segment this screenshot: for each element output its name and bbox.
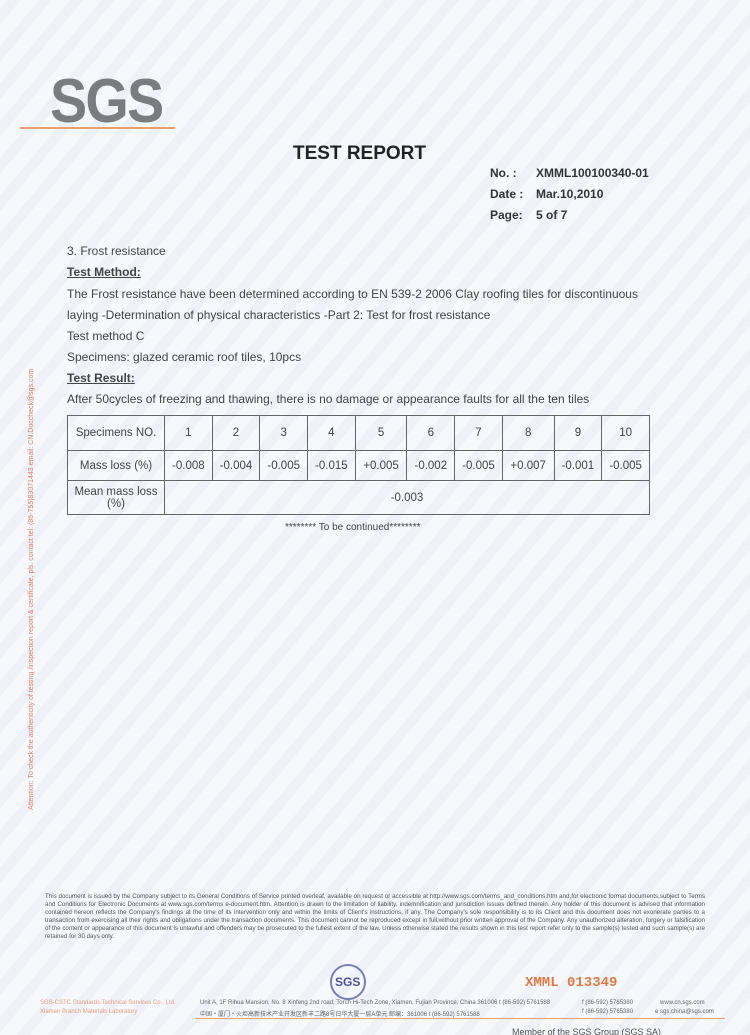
date-value: Mar.10,2010 <box>536 187 604 201</box>
report-title: TEST REPORT <box>293 143 427 164</box>
test-method-label: Test Method: <box>67 265 141 279</box>
cell: -0.008 <box>164 450 213 481</box>
logo-divider <box>20 127 175 129</box>
authenticity-note: Attention: To check the authenticity of … <box>28 368 35 810</box>
report-page: Page: 5 of 7 <box>490 208 567 222</box>
cell: 7 <box>454 415 503 451</box>
method-line-2: laying -Determination of physical charac… <box>67 308 491 322</box>
report-number: No. : XMML100100340-01 <box>490 166 649 180</box>
cell: -0.015 <box>307 450 356 481</box>
cell: -0.002 <box>406 450 456 481</box>
stamp-text: SGS <box>335 975 361 989</box>
cell: +0.005 <box>354 450 408 481</box>
cell: 3 <box>259 415 309 451</box>
company-name-1: SGS-CSTC Standards Technical Services Co… <box>40 1000 176 1006</box>
method-line-1: The Frost resistance have been determine… <box>67 287 638 301</box>
member-note: Member of the SGS Group (SGS SA) <box>512 1027 662 1035</box>
sgs-logo: SGS <box>50 67 164 136</box>
company-name-2: Xiamen Branch Materials Laboratory <box>40 1009 138 1015</box>
website: www.cn.sgs.com <box>660 1000 705 1006</box>
cell: -0.005 <box>454 450 503 481</box>
cell: 2 <box>211 415 261 451</box>
page-value: 5 of 7 <box>536 208 568 222</box>
cell: 4 <box>307 415 356 451</box>
address-en: Unit A, 1F Rihua Mansion, No. 8 Xinfeng … <box>200 1000 551 1006</box>
cell: 10 <box>601 415 650 451</box>
cell: -0.005 <box>259 450 309 481</box>
mean-cell: -0.003 <box>164 480 650 515</box>
fax-1: f (86-592) 5765380 <box>582 1000 634 1006</box>
cell: -0.001 <box>553 450 603 481</box>
table-row: Specimens NO. 1 2 3 4 5 6 7 8 9 10 <box>67 415 650 451</box>
report-date: Date : Mar.10,2010 <box>490 187 603 201</box>
disclaimer: This document is issued by the Company s… <box>45 893 705 940</box>
result-text: After 50cycles of freezing and thawing, … <box>67 392 590 406</box>
cell: 5 <box>354 415 408 451</box>
row-header: Mass loss (%) <box>67 450 165 481</box>
test-result-label: Test Result: <box>67 371 135 385</box>
table-row: Mass loss (%) -0.008 -0.004 -0.005 -0.015 +0.… <box>67 450 650 481</box>
footer-divider <box>195 1018 725 1019</box>
row-header: Mean mass loss (%) <box>67 480 165 515</box>
cell: 8 <box>501 415 555 451</box>
no-value: XMML100100340-01 <box>536 166 649 180</box>
mass-loss-table: Specimens NO. 1 2 3 4 5 6 7 8 9 10 Mass loss (%) -0… <box>67 415 650 515</box>
specimens: Specimens: glazed ceramic roof tiles, 10… <box>67 350 302 364</box>
cell: 6 <box>406 415 456 451</box>
sgs-stamp: SGS <box>330 964 366 1000</box>
cell: -0.004 <box>211 450 261 481</box>
serial-number: XMML 013349 <box>525 975 618 991</box>
email: e sgs.china@sgs.com <box>655 1009 714 1015</box>
cell: 9 <box>553 415 603 451</box>
date-label: Date : <box>490 187 524 201</box>
no-label: No. : <box>490 166 517 180</box>
page-label: Page: <box>490 208 523 222</box>
table-row: Mean mass loss (%) -0.003 <box>67 480 650 515</box>
address-cn: 中国・厦门・火炬高新技术产业开发区新丰二路8号日华大厦一层A单元 邮编：3610… <box>200 1012 480 1018</box>
cell: 1 <box>164 415 213 451</box>
section-heading: 3. Frost resistance <box>67 244 166 258</box>
cell: +0.007 <box>501 450 555 481</box>
method-c: Test method C <box>67 329 145 343</box>
cell: -0.005 <box>601 450 650 481</box>
to-be-continued: ******** To be continued******** <box>285 522 421 533</box>
row-header: Specimens NO. <box>67 415 165 451</box>
fax-2: f (86-592) 5765380 <box>582 1009 634 1015</box>
